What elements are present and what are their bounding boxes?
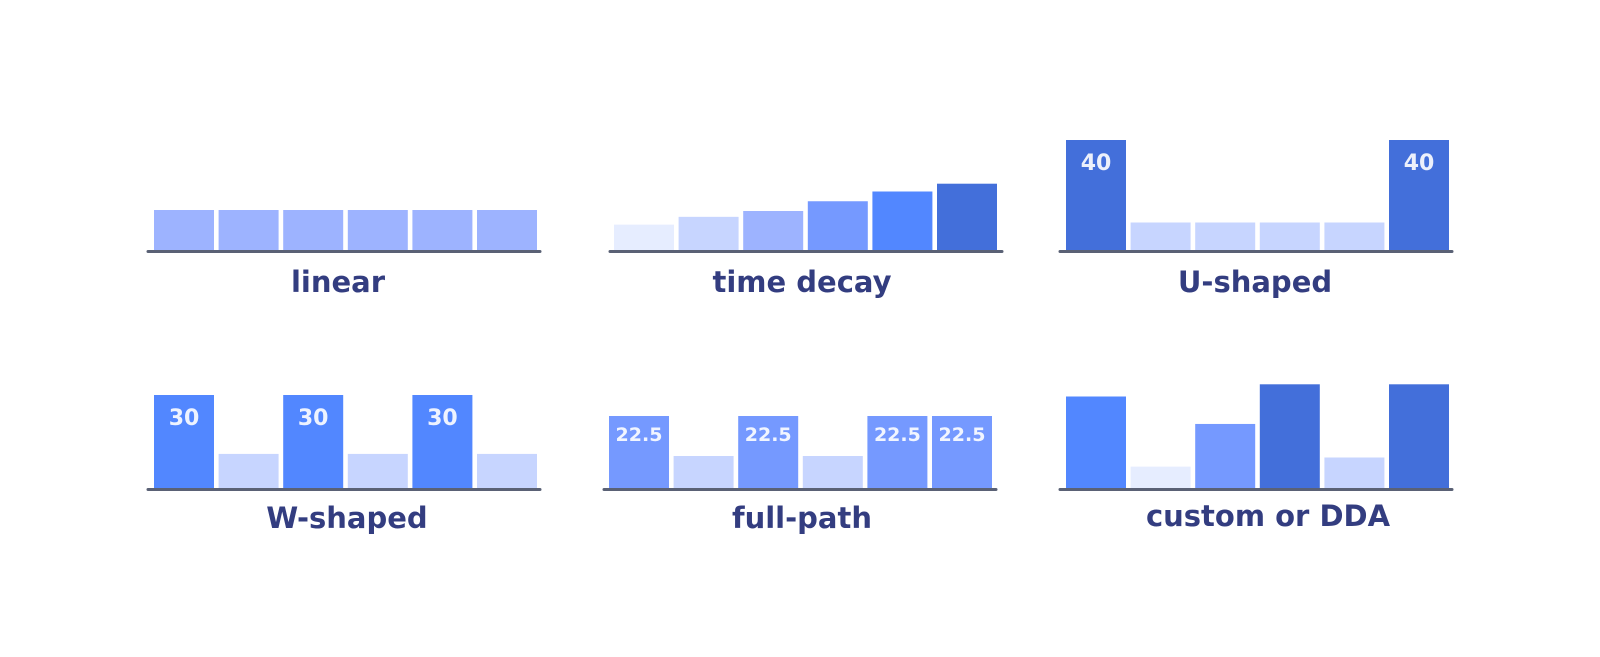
bar-value-label: 22.5	[745, 424, 792, 446]
bar	[218, 453, 279, 488]
bar	[867, 416, 928, 488]
chart-u-shaped: 40 40 U-shaped	[1058, 140, 1454, 299]
bar	[283, 210, 344, 250]
chart-title: W-shaped	[266, 501, 427, 535]
bar	[154, 210, 214, 250]
bar	[1389, 384, 1449, 488]
bar	[477, 453, 537, 488]
chart-linear: linear	[146, 210, 542, 299]
bar-value-label: 22.5	[874, 424, 921, 446]
bar	[347, 453, 408, 488]
bar	[673, 456, 734, 488]
chart-time-decay: time decay	[608, 183, 1004, 299]
bar	[743, 211, 804, 250]
bar	[1066, 396, 1126, 488]
bar	[1195, 222, 1256, 250]
bar	[1324, 457, 1385, 488]
bar	[1130, 222, 1191, 250]
bar	[1389, 140, 1449, 250]
bar-value-label: 40	[1081, 151, 1112, 176]
bar	[218, 210, 279, 250]
bar	[609, 416, 669, 488]
bar-value-label: 22.5	[616, 424, 663, 446]
bar	[1130, 466, 1191, 488]
bar	[872, 191, 933, 250]
bar	[412, 210, 473, 250]
chart-title: full-path	[732, 501, 872, 535]
bar	[154, 395, 214, 488]
bar-value-label: 30	[298, 406, 329, 431]
chart-custom-dda: custom or DDA	[1058, 384, 1454, 533]
bar	[347, 210, 408, 250]
bar	[1195, 423, 1256, 488]
chart-w-shaped: 30 30 30 W-shaped	[146, 395, 542, 535]
chart-full-path: 22.5 22.5 22.5 22.5 full-path	[602, 416, 998, 535]
chart-title: U-shaped	[1178, 265, 1332, 299]
bar	[412, 395, 473, 488]
bar	[1259, 384, 1320, 488]
bar	[802, 456, 863, 488]
bar-value-label: 40	[1404, 151, 1435, 176]
chart-title: custom or DDA	[1146, 499, 1391, 533]
bar	[614, 224, 674, 250]
bar	[1259, 222, 1320, 250]
chart-title: linear	[291, 265, 386, 299]
bar-value-label: 22.5	[939, 424, 986, 446]
bar	[738, 416, 799, 488]
bar-value-label: 30	[169, 406, 200, 431]
bar	[807, 201, 868, 250]
bar	[1066, 140, 1126, 250]
bar	[1324, 222, 1385, 250]
bar	[937, 183, 997, 250]
bar-value-label: 30	[427, 406, 458, 431]
bar	[477, 210, 537, 250]
bar	[932, 416, 992, 488]
bar	[283, 395, 344, 488]
bar	[678, 216, 739, 250]
chart-title: time decay	[713, 265, 892, 299]
